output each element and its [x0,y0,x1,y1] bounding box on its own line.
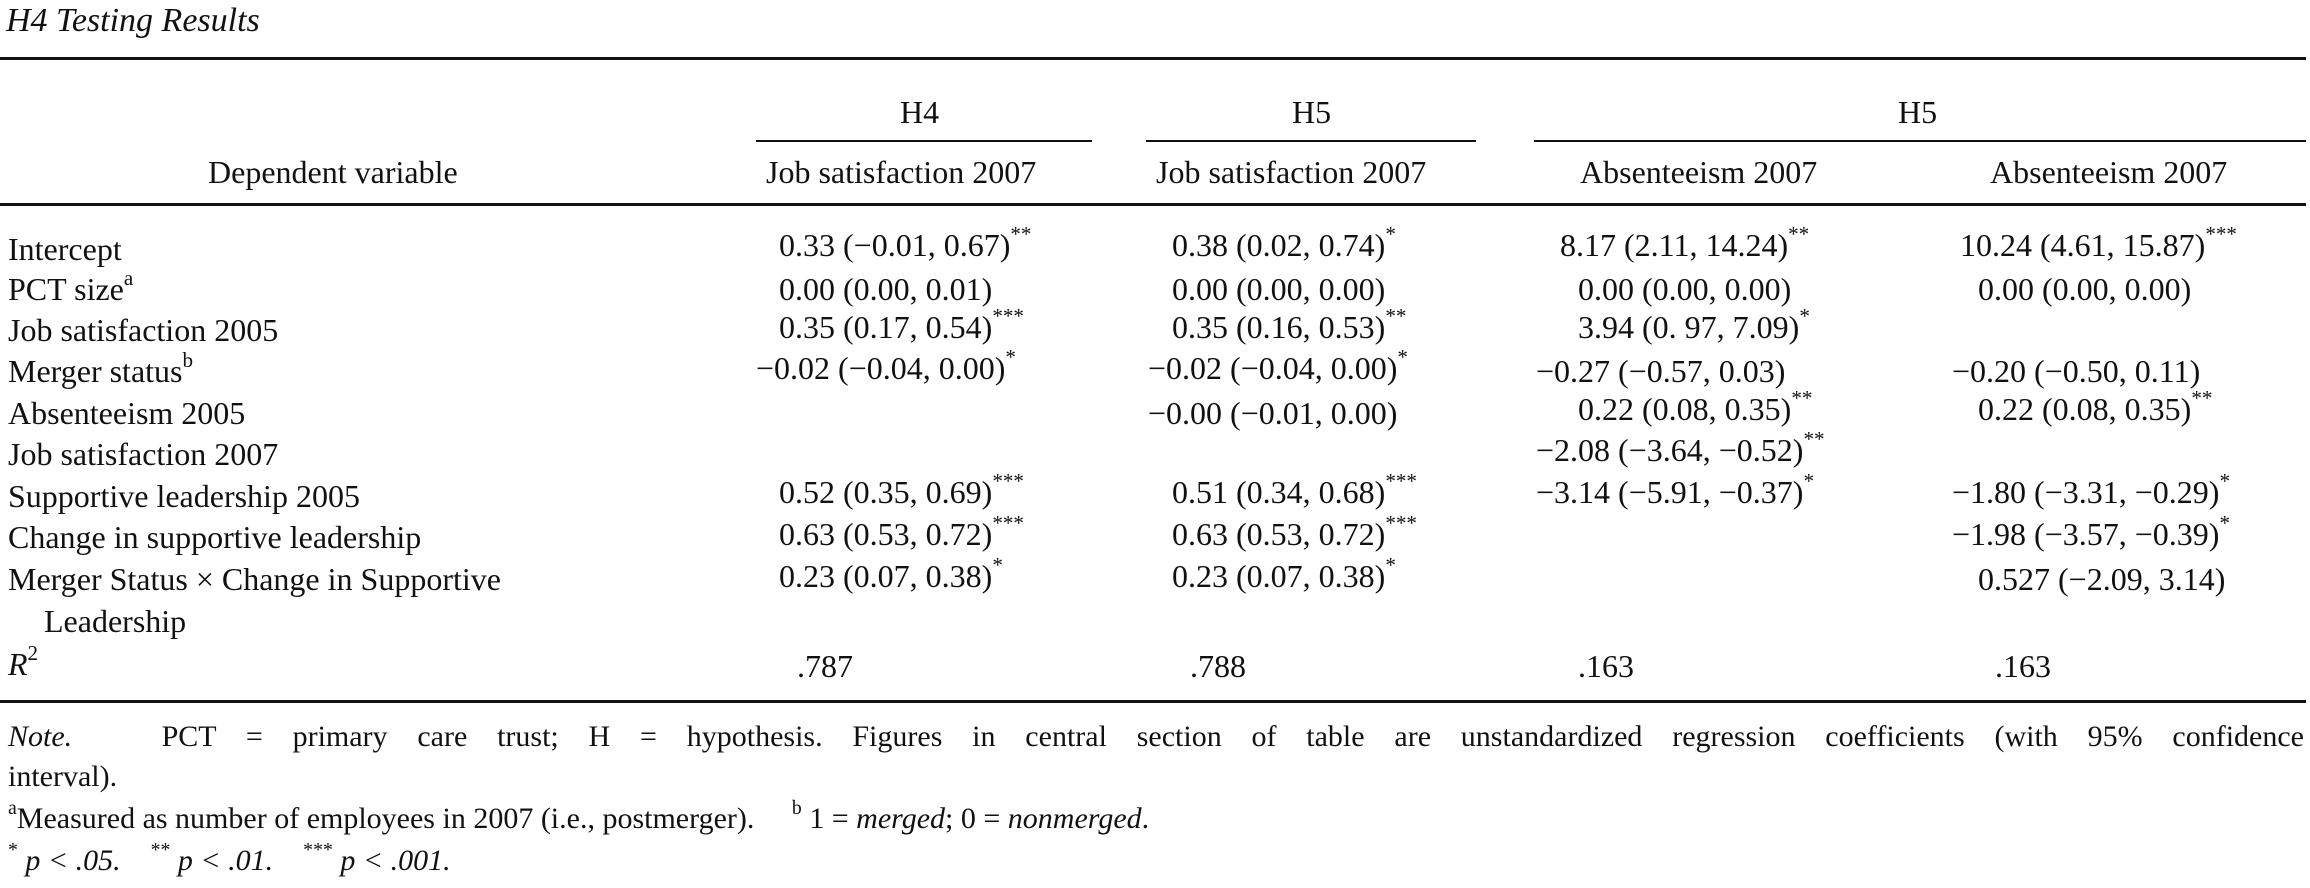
table-cell: −1.98 (−3.57, −0.39)* [1952,511,2231,552]
row-label: PCT sizea [8,266,134,307]
table-cell: 0.23 (0.07, 0.38)* [1172,553,1396,594]
table-cell: 0.00 (0.00, 0.00) [1578,271,1792,307]
table-cell: −0.02 (−0.04, 0.00)* [756,345,1016,386]
row-label: Supportive leadership 2005 [8,478,360,514]
table-cell: 0.63 (0.53, 0.72)*** [779,511,1024,552]
bottom-rule [0,700,2306,703]
table-cell: 0.23 (0.07, 0.38)* [779,553,1003,594]
top-rule [0,57,2306,60]
note-line-1: Note. PCT = primary care trust; H = hypo… [8,720,2304,753]
table-cell: .163 [1995,648,2051,684]
note-line-2: interval). [8,760,118,793]
group-header-h5-b: H5 [1898,94,1938,130]
column-header-3: Absenteeism 2007 [1580,154,1818,190]
r-squared-label: R2 [8,641,39,682]
column-header-4: Absenteeism 2007 [1990,154,2228,190]
table-cell: 0.22 (0.08, 0.35)** [1978,386,2213,427]
header-rule [0,203,2306,206]
table-cell: −2.08 (−3.64, −0.52)** [1536,427,1825,468]
table-cell: −0.20 (−0.50, 0.11) [1952,353,2201,389]
table-cell: 0.52 (0.35, 0.69)*** [779,469,1024,510]
table-cell: 8.17 (2.11, 14.24)** [1560,222,1810,263]
table-cell: .788 [1190,648,1246,684]
significance-note: * p < .05. ** p < .01. *** p < .001. [8,839,451,877]
table-cell: −3.14 (−5.91, −0.37)* [1536,469,1815,510]
footnote-a-b: aMeasured as number of employees in 2007… [8,797,1150,835]
table-cell: 0.35 (0.16, 0.53)** [1172,304,1407,345]
table-cell: 10.24 (4.61, 15.87)*** [1960,222,2237,263]
table-title: H4 Testing Results [6,2,260,39]
table-cell: 3.94 (0. 97, 7.09)* [1578,304,1810,345]
table-cell: −0.27 (−0.57, 0.03) [1536,353,1786,389]
table-cell: .163 [1578,648,1634,684]
group-header-h4: H4 [900,94,940,130]
row-label: Intercept [8,231,122,267]
table-cell: .787 [797,648,853,684]
table-cell: 0.33 (−0.01, 0.67)** [779,222,1032,263]
row-label: Merger statusb [8,348,194,389]
column-header-2: Job satisfaction 2007 [1156,154,1427,190]
table-cell: 0.63 (0.53, 0.72)*** [1172,511,1417,552]
table-cell: 0.00 (0.00, 0.00) [1172,271,1386,307]
table-cell: −0.02 (−0.04, 0.00)* [1148,345,1408,386]
table-cell: 0.527 (−2.09, 3.14) [1978,561,2226,597]
group-rule-h5-b [1534,140,2306,142]
dependent-variable-header: Dependent variable [208,154,458,190]
table-cell: −0.00 (−0.01, 0.00) [1148,395,1398,431]
table-cell: 0.00 (0.00, 0.01) [779,271,993,307]
row-label: Merger Status × Change in Supportive [8,561,501,597]
group-header-h5-a: H5 [1292,94,1332,130]
row-label: Job satisfaction 2005 [8,312,279,348]
group-rule-h4 [756,140,1092,142]
table-cell: 0.38 (0.02, 0.74)* [1172,222,1396,263]
column-header-1: Job satisfaction 2007 [766,154,1037,190]
table-cell: 0.51 (0.34, 0.68)*** [1172,469,1417,510]
table-cell: 0.22 (0.08, 0.35)** [1578,386,1813,427]
group-rule-h5-a [1146,140,1476,142]
row-label: Change in supportive leadership [8,519,422,555]
row-label: Absenteeism 2005 [8,395,246,431]
table-cell: −1.80 (−3.31, −0.29)* [1952,469,2231,510]
table-cell: 0.00 (0.00, 0.00) [1978,271,2192,307]
table-cell: 0.35 (0.17, 0.54)*** [779,304,1024,345]
row-label-continuation: Leadership [44,603,187,639]
row-label: Job satisfaction 2007 [8,436,279,472]
